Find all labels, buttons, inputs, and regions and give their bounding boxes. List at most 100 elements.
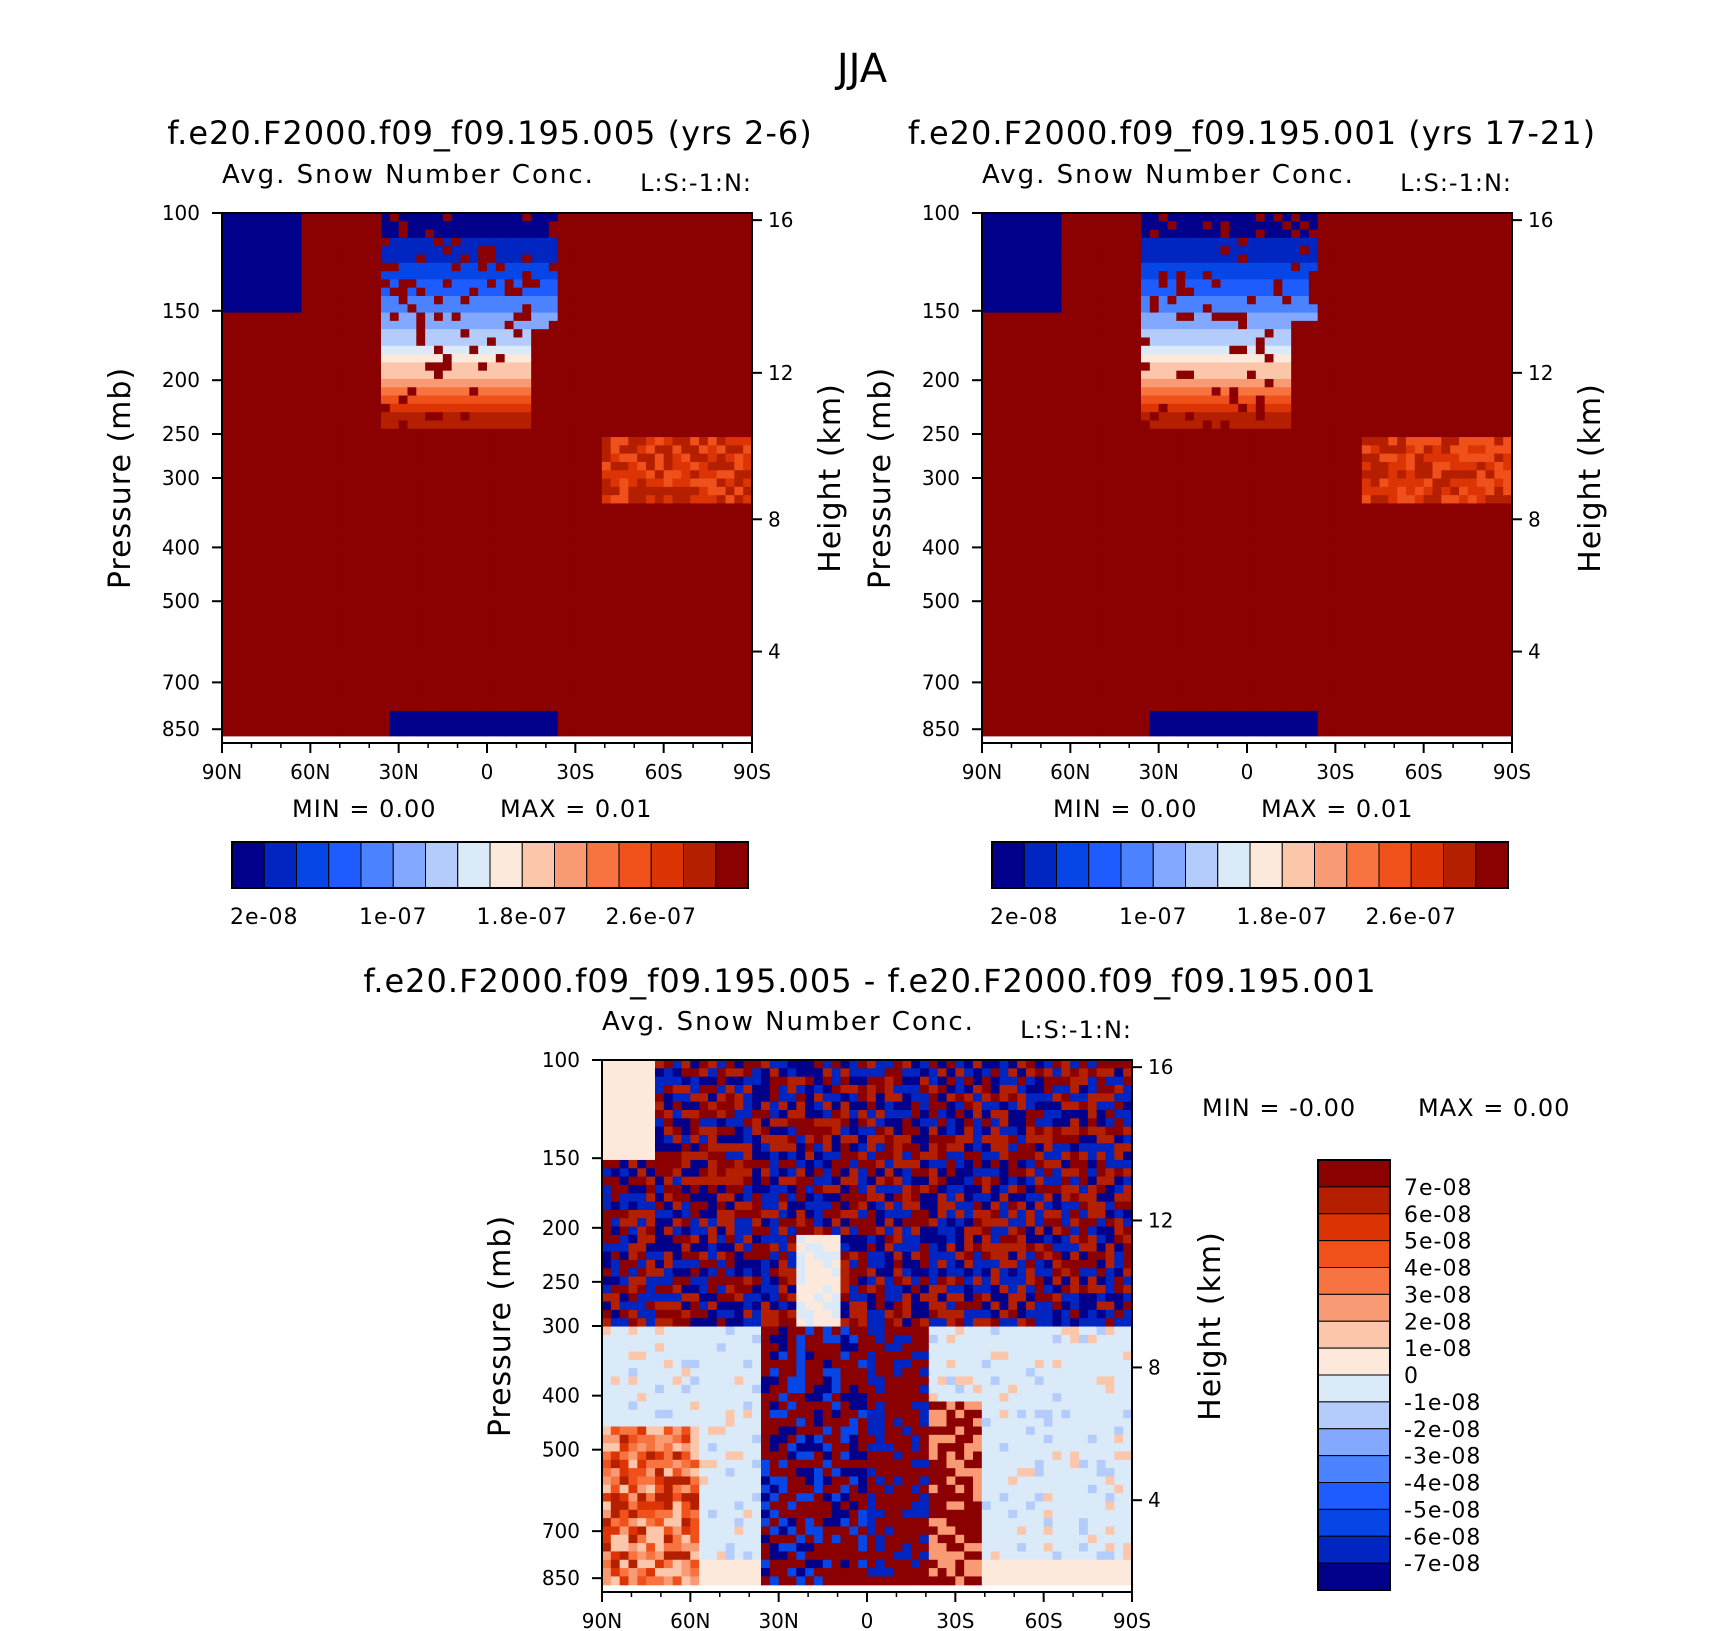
field-cell [301, 304, 311, 314]
field-cell [275, 320, 285, 330]
field-cell [548, 262, 559, 272]
field-cell [310, 661, 320, 670]
field-cell [398, 262, 409, 272]
field-cell [442, 627, 453, 637]
field-cell [442, 329, 453, 339]
field-cell [283, 619, 294, 629]
field-cell [1114, 503, 1124, 513]
field-cell [681, 237, 691, 247]
field-cell [575, 603, 585, 612]
field-cell [619, 719, 629, 729]
field-cell [416, 636, 426, 646]
field-cell [1070, 304, 1080, 314]
field-cell [654, 553, 665, 563]
field-cell [1043, 304, 1054, 314]
field-cell [389, 312, 400, 322]
field-cell [690, 470, 700, 480]
field-cell [990, 445, 1001, 455]
field-cell [1096, 329, 1107, 339]
field-cell [1026, 470, 1036, 480]
field-cell [743, 536, 752, 546]
field-cell [999, 669, 1010, 679]
field-cell [442, 254, 453, 264]
field-cell [637, 636, 647, 646]
field-cell [434, 304, 444, 314]
field-cell [1043, 544, 1054, 554]
field-cell [513, 710, 523, 720]
field-cell [328, 652, 338, 662]
field-cell [451, 246, 462, 256]
field-cell [548, 295, 559, 305]
field-cell [734, 437, 744, 446]
field-cell [1096, 378, 1107, 388]
field-cell [601, 486, 612, 496]
field-cell [557, 495, 568, 505]
field-cell [407, 320, 417, 330]
field-cell [982, 553, 992, 563]
field-cell [381, 503, 391, 513]
field-cell [1061, 453, 1071, 463]
field-cell [1061, 304, 1071, 314]
field-cell [283, 437, 294, 446]
field-cell [301, 669, 311, 679]
field-cell [292, 271, 303, 280]
field-cell [690, 586, 700, 596]
field-cell [601, 553, 612, 563]
field-cell [460, 395, 470, 405]
field-cell [495, 495, 506, 505]
field-cell [292, 603, 303, 612]
field-cell [1123, 320, 1133, 330]
field-cell [1070, 603, 1080, 612]
field-cell [654, 412, 665, 422]
field-cell [248, 561, 258, 571]
field-cell [310, 221, 320, 231]
field-cell [487, 403, 497, 413]
field-cell [230, 395, 241, 405]
field-cell [575, 271, 585, 280]
field-cell [982, 586, 992, 596]
field-cell [690, 627, 700, 637]
field-cell [1043, 685, 1054, 695]
field-cell [372, 520, 382, 529]
field-cell [619, 237, 629, 247]
field-cell [266, 710, 276, 720]
field-cell [469, 295, 479, 305]
field-cell [301, 420, 311, 430]
field-cell [1070, 520, 1080, 529]
field-cell [398, 661, 409, 670]
field-cell [230, 710, 241, 720]
field-cell [1088, 420, 1098, 430]
field-cell [292, 710, 303, 720]
field-cell [336, 636, 347, 646]
field-cell [654, 603, 665, 612]
field-cell [1052, 354, 1063, 363]
field-cell [743, 470, 752, 480]
field-cell [575, 246, 585, 256]
field-cell [654, 337, 665, 347]
field-cell [593, 395, 603, 405]
field-cell [504, 685, 515, 695]
field-cell [584, 669, 594, 679]
field-cell [1079, 685, 1089, 695]
field-cell [513, 652, 523, 662]
field-cell [743, 652, 752, 662]
field-cell [407, 312, 417, 322]
field-cell [1052, 478, 1063, 488]
field-cell [389, 603, 400, 612]
field-cell [460, 370, 470, 380]
field-cell [495, 669, 506, 679]
field-cell [292, 719, 303, 729]
field-cell [672, 295, 682, 305]
field-cell [478, 520, 488, 529]
field-cell [345, 636, 356, 646]
field-cell [495, 636, 506, 646]
field-cell [504, 329, 515, 339]
field-cell [672, 719, 682, 729]
field-cell [716, 470, 727, 480]
field-cell [1026, 652, 1036, 662]
field-cell [275, 337, 285, 347]
field-cell [513, 486, 523, 496]
field-cell [601, 544, 612, 554]
field-cell [1096, 287, 1107, 297]
field-cell [345, 528, 356, 538]
